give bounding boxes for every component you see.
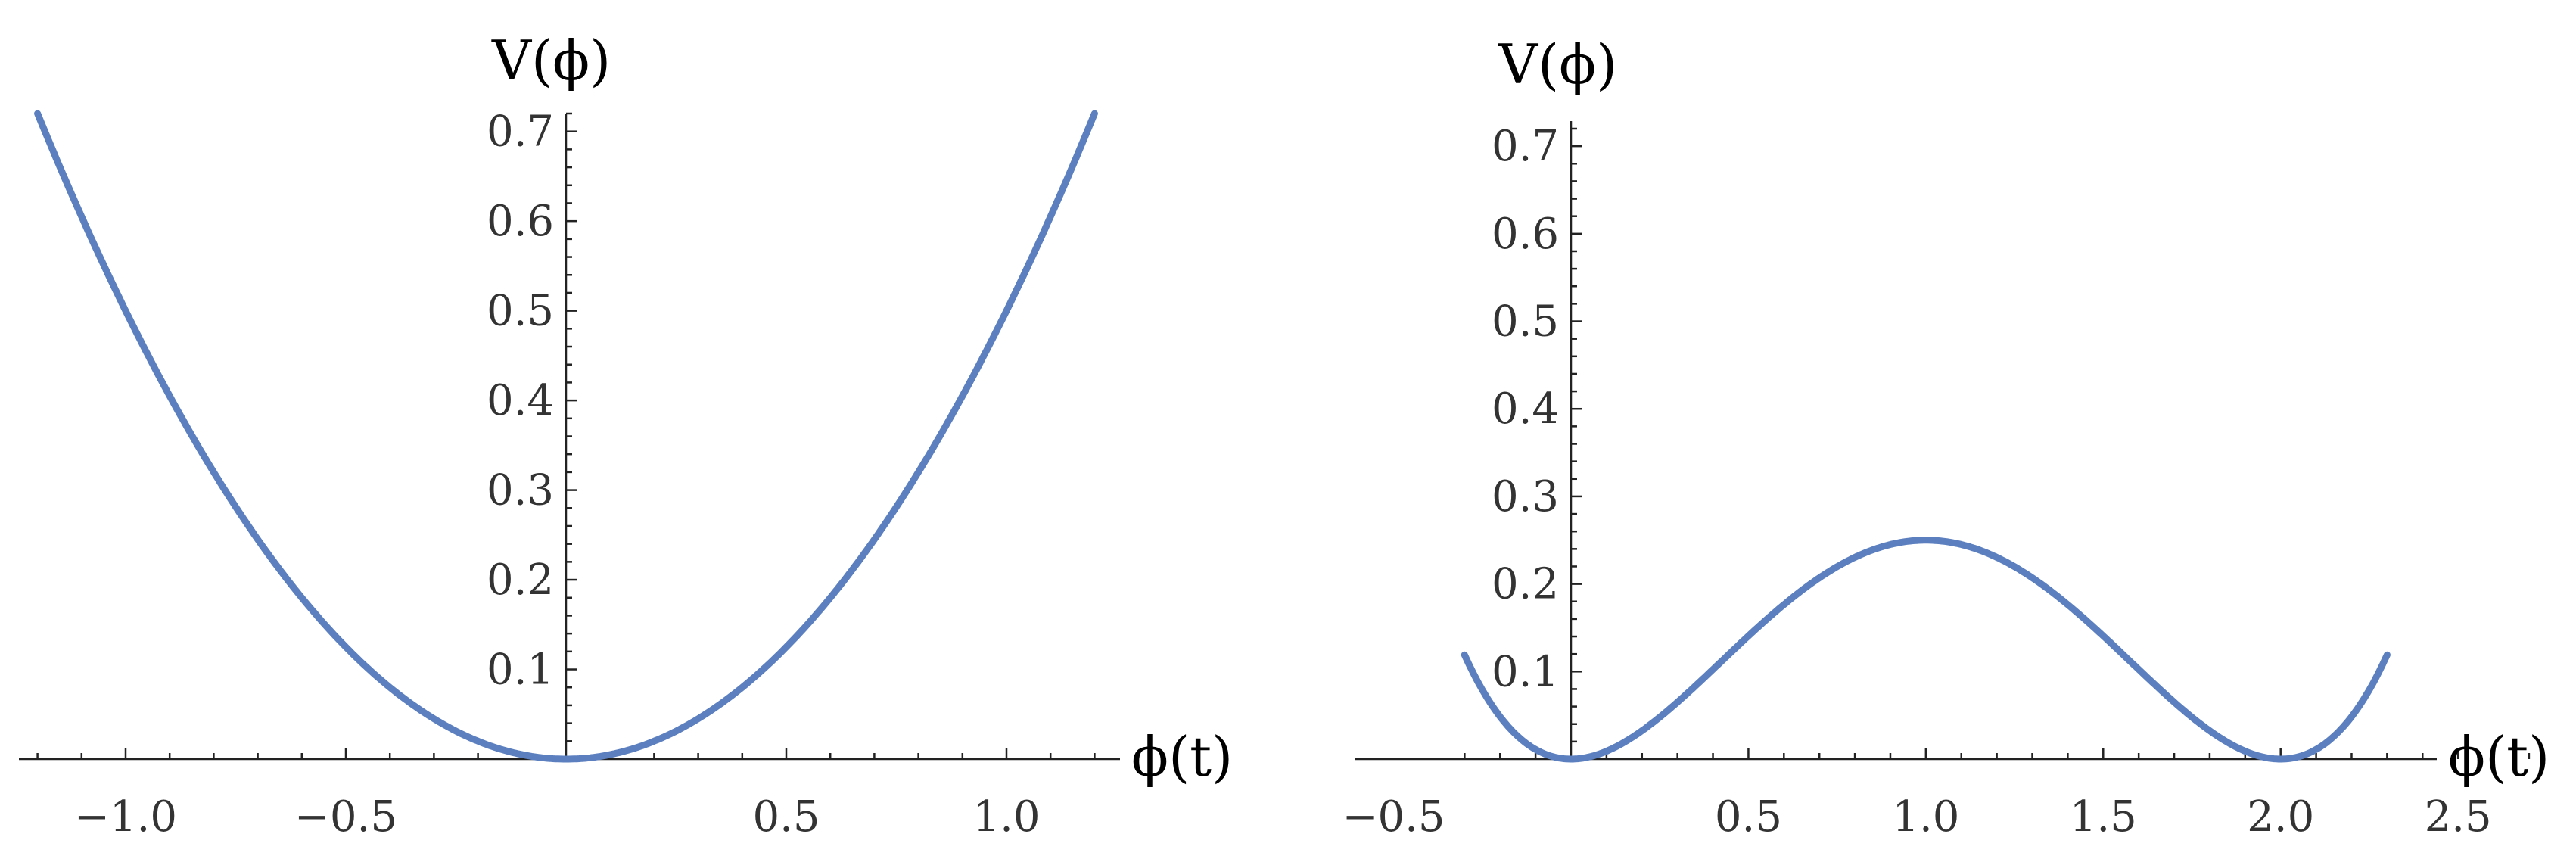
y-tick-label: 0.5: [487, 287, 554, 336]
x-ticks: −1.0 −0.5 0.5 1.0: [36, 748, 1096, 842]
x-tick-label: 2.0: [2247, 792, 2314, 842]
x-tick-label: −0.5: [294, 792, 397, 842]
y-tick-label: 0.6: [1492, 210, 1559, 259]
panel-double-well-potential: −0.5 0.5 1.0 1.5 2.0 2.5 0.10.20.30.40.50.60.…: [1342, 33, 2550, 842]
x-tick-label: 0.5: [752, 792, 820, 842]
y-tick-label: 0.1: [1492, 647, 1559, 696]
y-tick-label: 0.7: [1492, 122, 1559, 171]
y-ticks: 0.1 0.2 0.3 0.4 0.5 0.6 0.7: [487, 107, 577, 742]
x-axis-title: ϕ(t): [2448, 725, 2550, 789]
y-tick-label: 0.4: [1492, 384, 1559, 434]
y-tick-label: 0.7: [487, 107, 554, 157]
x-tick-label: 2.5: [2425, 792, 2492, 842]
x-tick-label: −1.0: [74, 792, 177, 842]
x-ticks: −0.5 0.5 1.0 1.5 2.0 2.5: [1342, 748, 2531, 842]
y-ticks: 0.1 0.2 0.3 0.4 0.5 0.6 0.7: [1492, 122, 1582, 743]
series-curve: [34, 110, 1098, 763]
x-tick-label: 1.0: [972, 792, 1040, 842]
y-axis-title: V(ϕ): [491, 29, 611, 92]
y-tick-label: 0.2: [487, 555, 554, 605]
panel-harmonic-potential: −1.0 −0.5 0.5 1.0 0.1 0.2 0.3 0.4 0.5 0.6 0.7 ϕ(t…: [19, 29, 1233, 842]
y-tick-label: 0.4: [487, 376, 554, 425]
x-axis-title: ϕ(t): [1131, 725, 1233, 789]
y-tick-label: 0.3: [1492, 472, 1559, 521]
x-tick-label: 0.5: [1715, 792, 1782, 842]
y-tick-label: 0.2: [1492, 560, 1559, 609]
x-tick-label: 1.5: [2070, 792, 2137, 842]
x-tick-label: 1.0: [1892, 792, 1959, 842]
y-axis-title: V(ϕ): [1498, 33, 1617, 96]
series-curve: [1461, 537, 2391, 763]
y-tick-label: 0.6: [487, 197, 554, 246]
y-tick-label: 0.5: [1492, 297, 1559, 347]
y-tick-label: 0.3: [487, 466, 554, 515]
y-tick-label: 0.1: [487, 646, 554, 695]
x-tick-label: −0.5: [1342, 792, 1445, 842]
